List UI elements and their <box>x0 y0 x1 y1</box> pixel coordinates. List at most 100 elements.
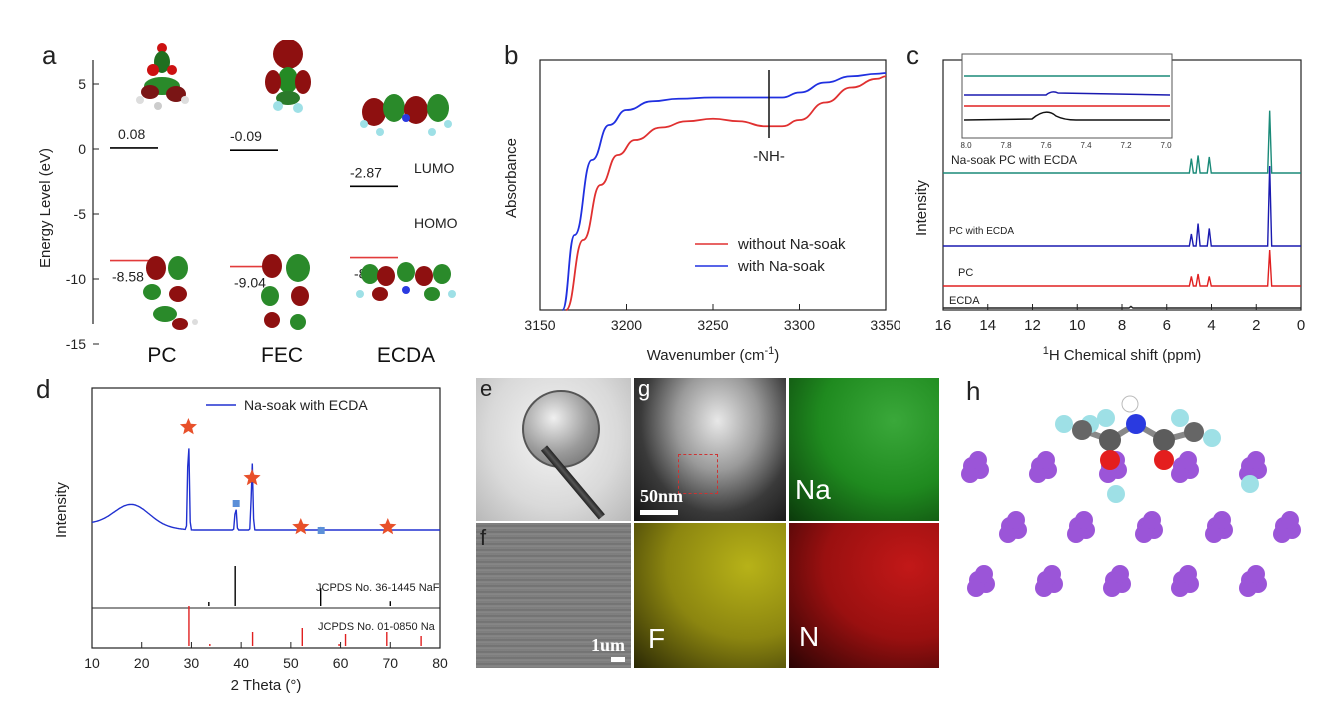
na-atom <box>1035 579 1053 597</box>
inset-tick-label: 7.0 <box>1160 141 1172 150</box>
peak-square-marker <box>232 500 240 507</box>
d-xtick-label: 30 <box>184 655 200 671</box>
na-atom <box>1205 525 1223 543</box>
panel-b-xlabel: Wavenumber (cm-1) <box>647 345 780 364</box>
d-xtick-label: 10 <box>84 655 100 671</box>
panel-letter-h: h <box>966 376 981 406</box>
b-xtick-label: 3200 <box>611 317 642 333</box>
c-xtick-label: 4 <box>1207 317 1215 334</box>
panel-letter-g: g <box>638 378 651 401</box>
b-xtick-label: 3300 <box>784 317 815 333</box>
sem-scale-text: 1um <box>590 635 625 655</box>
lumo-label: LUMO <box>414 160 455 176</box>
panel-b-legend: without Na-soak with Na-soak <box>695 236 846 275</box>
na-atom <box>1143 511 1161 529</box>
b-xtick-label: 3150 <box>524 317 555 333</box>
panel-d-xlabel: 2 Theta (°) <box>231 677 302 694</box>
inset-tick-label: 8.0 <box>960 141 972 150</box>
na-atom <box>1037 451 1055 469</box>
atom-h <box>1121 395 1139 413</box>
molecule-label-pc: PC <box>147 344 176 367</box>
pc-homo-orbital <box>143 256 198 330</box>
peak-square-marker <box>317 527 325 534</box>
fec-homo-orbital <box>261 254 310 330</box>
na-atom <box>1007 511 1025 529</box>
c-xtick-label: 14 <box>979 317 996 334</box>
tem-scale-text: 50nm <box>640 486 684 506</box>
c-xtick-label: 0 <box>1297 317 1305 334</box>
lumo-value-fec: -0.09 <box>230 128 262 144</box>
na-atom <box>1103 579 1121 597</box>
inset-tick-label: 7.8 <box>1000 141 1012 150</box>
ecda-homo-orbital <box>356 262 456 301</box>
c-label-ecda: ECDA <box>949 295 980 307</box>
b-series-0 <box>565 75 887 311</box>
d-xtick-label: 50 <box>283 655 299 671</box>
d-xtick-label: 20 <box>134 655 150 671</box>
a-ytick-label: -10 <box>66 271 86 287</box>
atom-f <box>1241 475 1259 493</box>
atom-o <box>1100 450 1120 470</box>
d-xtick-label: 80 <box>432 655 448 671</box>
legend-with-na-soak: with Na-soak <box>737 258 825 275</box>
atom-f <box>1097 409 1115 427</box>
c-series-3 <box>943 305 1301 309</box>
tem-haadf-image: g 50nm <box>634 378 786 521</box>
lumo-value-pc: 0.08 <box>118 126 145 142</box>
panel-letter-f: f <box>480 525 487 550</box>
inset-tick-label: 7.2 <box>1120 141 1132 150</box>
a-ytick-label: -15 <box>66 336 86 352</box>
molecule-label-ecda: ECDA <box>377 344 435 367</box>
atom-n <box>1126 414 1146 434</box>
ecda-lumo-orbital <box>360 94 452 136</box>
panel-b-xlabel-main: Wavenumber (cm <box>647 347 765 364</box>
na-atom <box>975 565 993 583</box>
pc-lumo-orbital <box>136 43 189 110</box>
c-xtick-label: 8 <box>1118 317 1126 334</box>
panel-a-ylabel: Energy Level (eV) <box>37 148 54 268</box>
eds-label-n: N <box>799 621 820 652</box>
legend-without-na-soak: without Na-soak <box>737 236 846 253</box>
homo-value-pc: -8.58 <box>112 269 144 285</box>
panel-d-xrd-chart: Intensity 10 20 30 40 50 60 70 80 Na-soak with … <box>53 387 448 694</box>
panel-h-adsorption-model <box>961 395 1301 597</box>
atom-c <box>1184 422 1204 442</box>
peak-star-marker <box>292 518 310 535</box>
panel-b-xlabel-sup: -1 <box>765 345 775 357</box>
c-series-0 <box>943 110 1301 174</box>
panel-b-ylabel: Absorbance <box>503 138 520 218</box>
ref-label-naf: JCPDS No. 36-1445 NaF <box>316 582 440 594</box>
inset-tick-label: 7.4 <box>1080 141 1092 150</box>
atom-f <box>1171 409 1189 427</box>
peak-star-marker <box>379 518 397 535</box>
c-xtick-label: 16 <box>935 317 952 334</box>
na-atom <box>1029 465 1047 483</box>
panel-a-energy-diagram: Energy Level (eV) 1050-5-10-15-20 0.08-8… <box>37 40 458 367</box>
na-atom <box>1213 511 1231 529</box>
na-atom <box>1179 451 1197 469</box>
atom-c <box>1072 420 1092 440</box>
atom-o <box>1154 450 1174 470</box>
panel-c-nmr-chart: Intensity 16 14 12 10 8 6 4 2 0 8.0 7.8 7.6 7.4 7.2 7… <box>913 53 1305 364</box>
eds-map-f: F <box>634 523 786 668</box>
sem-image: f 1um <box>476 523 631 668</box>
peak-star-marker <box>243 469 261 486</box>
panel-c-xlabel: 1H Chemical shift (ppm) <box>1043 345 1202 364</box>
a-ytick-label: 5 <box>78 76 86 92</box>
na-atom <box>1273 525 1291 543</box>
na-atom <box>961 465 979 483</box>
panel-c-xlabel-sup: 1 <box>1043 345 1049 357</box>
homo-label: HOMO <box>414 215 458 231</box>
na-atom <box>999 525 1017 543</box>
d-xtick-label: 40 <box>233 655 249 671</box>
sem-scale-bar <box>611 657 625 662</box>
na-atom <box>1075 511 1093 529</box>
atom-f <box>1203 429 1221 447</box>
na-atom <box>1247 451 1265 469</box>
eds-label-na: Na <box>795 474 831 505</box>
panel-letter-d: d <box>36 374 51 404</box>
nmr-inset: 8.0 7.8 7.6 7.4 7.2 7.0 <box>960 53 1173 150</box>
coin-cell-photo: e <box>476 378 631 521</box>
atom-f <box>1107 485 1125 503</box>
roi-box <box>678 454 718 494</box>
